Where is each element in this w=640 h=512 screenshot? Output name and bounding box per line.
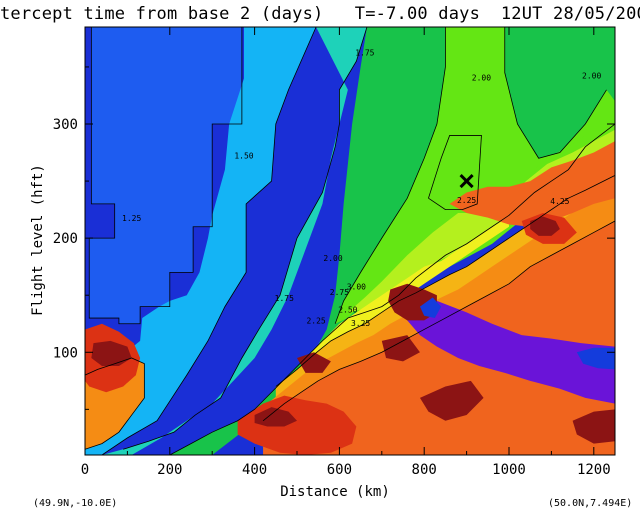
contour-band-late <box>419 380 484 421</box>
contour-line <box>504 27 607 159</box>
contour-value-label: 1.75 <box>275 294 294 303</box>
contour-value-label: 4.25 <box>550 197 569 206</box>
x-tick-label: 800 <box>412 462 437 478</box>
contour-value-label: 1.75 <box>355 49 374 58</box>
contour-line <box>123 27 368 450</box>
contour-value-label: 2.75 <box>330 288 349 297</box>
axis-ticks: 0 200 400 600 800 1000 1200 100 200 300 <box>53 27 615 478</box>
x-tick-label: 600 <box>327 462 352 478</box>
contour-band-ocean <box>576 347 615 370</box>
contour-value-label: 2.00 <box>472 74 491 83</box>
contour-line <box>169 123 615 455</box>
contour-line <box>85 357 145 450</box>
contour-value-label: 2.00 <box>323 254 342 263</box>
y-tick-label: 300 <box>53 117 78 133</box>
contour-band-purple <box>407 295 615 404</box>
position-marker <box>459 174 474 189</box>
contour-bands <box>85 27 615 455</box>
chart-title: tercept time from base 2 (days) T=-7.00 … <box>0 4 640 24</box>
x-tick-label: 400 <box>242 462 267 478</box>
contour-value-label: 3.25 <box>351 319 370 328</box>
contour-line <box>262 220 615 422</box>
contour-value-label: 1.25 <box>122 214 141 223</box>
contour-labels: 1.25 1.50 1.75 2.00 2.00 1.75 2.00 2.25 2.50 2.75… <box>122 49 601 328</box>
contour-line <box>275 175 615 387</box>
plot-frame <box>84 26 616 456</box>
x-tick-label: 1000 <box>492 462 526 478</box>
y-tick-label: 200 <box>53 231 78 247</box>
x-tick-label: 1200 <box>577 462 611 478</box>
contour-lines <box>85 27 615 455</box>
contour-band-late <box>91 340 132 366</box>
contour-value-label: 3.00 <box>347 283 366 292</box>
contour-band-t1-75 <box>101 27 367 455</box>
contour-band-late <box>381 335 420 362</box>
contour-line <box>428 135 482 211</box>
start-location-label: (49.9N,-10.0E) <box>33 498 117 509</box>
contour-line <box>334 27 446 324</box>
contour-band-late <box>530 216 560 236</box>
contour-value-label: 2.50 <box>338 305 357 314</box>
contour-line <box>101 27 317 455</box>
contour-band-t1-25 <box>89 27 242 324</box>
contour-value-label: 2.25 <box>457 196 476 205</box>
y-tick-label: 100 <box>53 345 78 361</box>
x-tick-label: 0 <box>81 462 89 478</box>
contour-band-late <box>297 352 331 373</box>
marker-stroke <box>459 174 474 189</box>
y-axis-label: Flight level (hft) <box>30 164 46 316</box>
contour-band-late <box>572 409 615 444</box>
contour-band-late <box>254 407 297 427</box>
contour-line <box>88 27 243 325</box>
x-tick-label: 200 <box>157 462 182 478</box>
x-axis-label: Distance (km) <box>280 484 390 500</box>
end-location-label: (50.0N,7.494E) <box>548 498 632 509</box>
contour-band-t1-50 <box>85 27 317 455</box>
contour-value-label: 1.50 <box>234 151 253 160</box>
contour-band-t2-25 <box>428 135 482 210</box>
contour-value-label: 2.00 <box>582 71 601 80</box>
contour-value-label: 2.25 <box>306 317 325 326</box>
contour-band-ocean <box>419 297 442 319</box>
